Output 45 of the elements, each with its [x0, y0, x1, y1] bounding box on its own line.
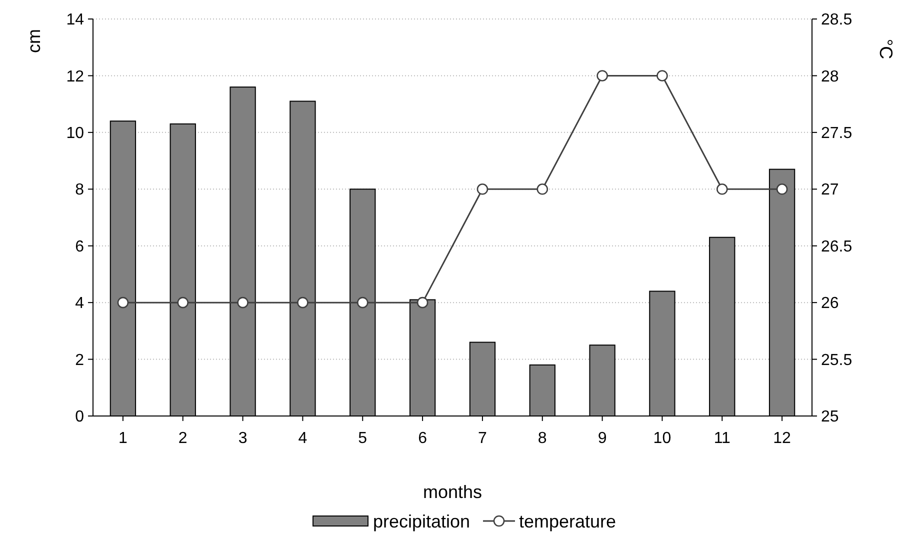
point: [716, 183, 728, 195]
y-tick-label: 10: [66, 125, 84, 142]
point: [536, 183, 548, 195]
point: [596, 70, 608, 82]
point: [297, 296, 308, 308]
y2-tick-label: 26: [821, 295, 839, 312]
point: [117, 296, 129, 308]
y-tick-label: 8: [75, 182, 84, 199]
point: [177, 296, 189, 308]
y2-tick-label: 27.5: [821, 125, 852, 142]
y-tick-label: 12: [66, 68, 84, 86]
y-axis-title: cm: [24, 29, 44, 53]
legend-label: temperature: [519, 511, 616, 532]
y-tick-label: 0: [75, 408, 84, 426]
x-tick-label: 2: [178, 430, 188, 447]
y2-tick-label: 25.5: [821, 352, 852, 369]
y-tick-label: 6: [75, 238, 84, 256]
x-tick-label: 8: [538, 430, 547, 447]
y2-tick-label: 25: [821, 408, 839, 426]
point: [476, 183, 488, 195]
y-tick-label: 14: [66, 12, 84, 29]
point: [416, 296, 428, 308]
y2-tick-label: 28: [821, 68, 839, 86]
point: [237, 296, 248, 308]
x-tick-label: 7: [478, 430, 488, 447]
y2-tick-label: 28.5: [821, 12, 852, 29]
y-tick-label: 2: [75, 352, 84, 369]
y2-axis-title: °C: [876, 38, 896, 60]
point: [776, 183, 788, 195]
x-tick-label: 5: [358, 430, 368, 447]
x-axis-title: months: [422, 482, 482, 502]
x-tick-label: 10: [653, 430, 672, 447]
y2-tick-label: 26.5: [821, 238, 852, 256]
x-tick-label: 9: [598, 430, 607, 447]
point: [356, 296, 368, 308]
x-tick-label: 12: [773, 430, 792, 447]
x-tick-label: 1: [118, 430, 128, 447]
x-tick-label: 3: [238, 430, 248, 447]
legend-label: precipitation: [373, 511, 470, 532]
y-tick-label: 4: [75, 295, 84, 312]
y2-tick-label: 27: [821, 182, 839, 199]
x-tick-label: 11: [714, 430, 731, 447]
x-tick-label: 6: [418, 430, 428, 447]
point: [656, 70, 668, 82]
x-tick-label: 4: [298, 430, 308, 447]
